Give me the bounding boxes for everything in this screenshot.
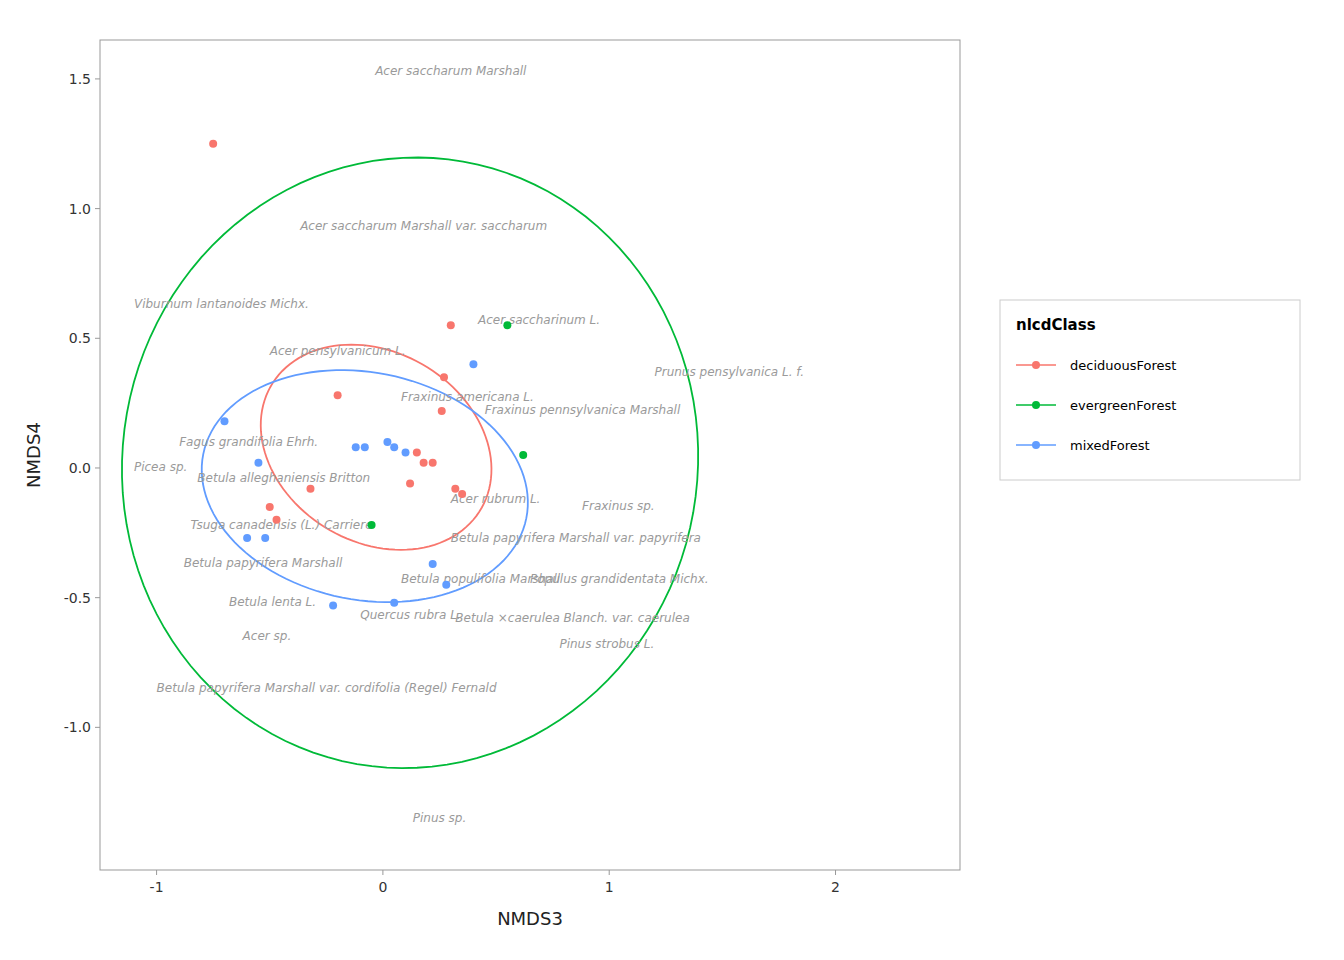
x-tick-label: 0 — [378, 879, 387, 895]
species-label: Betula ×caerulea Blanch. var. caerulea — [455, 611, 689, 625]
x-tick — [835, 870, 836, 875]
y-tick-label: 1.5 — [69, 71, 91, 87]
legend-marker — [1032, 401, 1040, 409]
point — [352, 443, 360, 451]
point — [266, 503, 274, 511]
species-label: Populus grandidentata Michx. — [530, 572, 709, 586]
point — [390, 443, 398, 451]
point — [209, 140, 217, 148]
plot-frame — [100, 40, 960, 870]
point — [368, 521, 376, 529]
legend-title: nlcdClass — [1016, 316, 1096, 334]
legend-label: evergreenForest — [1070, 398, 1176, 413]
point — [273, 516, 281, 524]
y-tick — [95, 467, 100, 468]
legend-label: mixedForest — [1070, 438, 1150, 453]
x-tick — [156, 870, 157, 875]
point — [329, 601, 337, 609]
species-label: Fraxinus sp. — [582, 499, 655, 513]
species-label: Picea sp. — [134, 460, 187, 474]
point — [447, 321, 455, 329]
species-label: Acer saccharum Marshall var. saccharum — [299, 219, 547, 233]
species-label: Fraxinus americana L. — [401, 390, 534, 404]
point — [442, 581, 450, 589]
point — [469, 360, 477, 368]
marks — [122, 158, 698, 769]
y-tick — [95, 208, 100, 209]
species-label: Tsuga canadensis (L.) Carriere — [191, 518, 373, 532]
point — [519, 451, 527, 459]
x-tick-label: 2 — [831, 879, 840, 895]
y-tick-label: 1.0 — [69, 201, 91, 217]
point — [254, 459, 262, 467]
species-label: Quercus rubra L. — [360, 608, 460, 622]
x-tick-label: 1 — [605, 879, 614, 895]
x-axis-label: NMDS3 — [497, 908, 563, 929]
legend-label: deciduousForest — [1070, 358, 1176, 373]
species-label: Acer saccharinum L. — [477, 313, 600, 327]
point — [334, 391, 342, 399]
y-tick — [95, 78, 100, 79]
legend-marker — [1032, 441, 1040, 449]
point — [429, 560, 437, 568]
species-label: Pinus strobus L. — [559, 637, 654, 651]
points — [209, 140, 527, 610]
point — [440, 373, 448, 381]
point — [451, 485, 459, 493]
point — [402, 448, 410, 456]
point — [361, 443, 369, 451]
species-label: Acer pensylvanicum L. — [269, 344, 406, 358]
legend-box — [1000, 300, 1300, 480]
legend-marker — [1032, 361, 1040, 369]
species-label: Acer saccharum Marshall — [374, 64, 527, 78]
point — [306, 485, 314, 493]
species-label: Betula lenta L. — [229, 595, 316, 609]
point — [458, 490, 466, 498]
ellipse — [122, 158, 698, 769]
y-tick-label: 0.5 — [69, 330, 91, 346]
species-label: Betula alleghaniensis Britton — [197, 471, 370, 485]
species-label: Betula papyrifera Marshall var. papyrife… — [451, 531, 701, 545]
point — [390, 599, 398, 607]
species-label: Betula papyrifera Marshall — [184, 556, 343, 570]
point — [220, 417, 228, 425]
y-tick — [95, 727, 100, 728]
point — [261, 534, 269, 542]
chart: -1 0 1 2 -1.0 -0.5 0.0 0.5 1.0 1.5 NMDS3 NMDS4 Acer … — [0, 0, 1344, 960]
point — [503, 321, 511, 329]
point — [243, 534, 251, 542]
species-label: Fagus grandifolia Ehrh. — [179, 435, 318, 449]
x-tick — [609, 870, 610, 875]
species-label: Pinus sp. — [413, 811, 467, 825]
point — [383, 438, 391, 446]
legend: nlcdClass deciduousForest evergreenForest m… — [1000, 300, 1300, 480]
species-label: Viburnum lantanoides Michx. — [134, 297, 309, 311]
point — [429, 459, 437, 467]
point — [420, 459, 428, 467]
species-label: Acer sp. — [242, 629, 292, 643]
y-tick — [95, 597, 100, 598]
y-axis-label: NMDS4 — [23, 422, 44, 488]
annotations: Acer saccharum Marshall Acer saccharum Ma… — [134, 64, 804, 825]
y-tick-label: -1.0 — [64, 719, 91, 735]
x-tick-label: -1 — [150, 879, 164, 895]
x-tick — [382, 870, 383, 875]
point — [413, 448, 421, 456]
y-tick — [95, 338, 100, 339]
point — [438, 407, 446, 415]
species-label: Fraxinus pennsylvanica Marshall — [485, 403, 681, 417]
y-tick-label: -0.5 — [64, 590, 91, 606]
y-tick-label: 0.0 — [69, 460, 91, 476]
species-label: Prunus pensylvanica L. f. — [654, 365, 804, 379]
point — [406, 480, 414, 488]
species-label: Betula papyrifera Marshall var. cordifol… — [157, 681, 497, 695]
